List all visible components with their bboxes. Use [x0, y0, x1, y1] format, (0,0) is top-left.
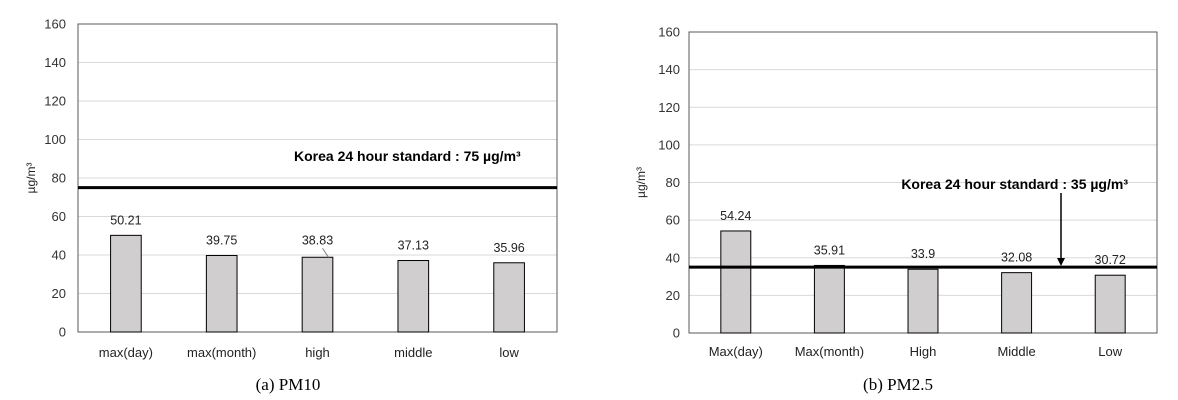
standard-reference-label: Korea 24 hour standard : 75 µg/m³ [294, 148, 521, 164]
y-tick-label: 60 [666, 213, 680, 228]
y-axis-label: µg/m³ [24, 163, 38, 194]
bar [1094, 274, 1126, 334]
data-label: 32.08 [1001, 251, 1032, 265]
y-tick-label: 40 [52, 248, 66, 263]
y-tick-label: 160 [658, 25, 680, 40]
x-category-label: max(month) [187, 345, 256, 360]
chart-pm25: 0 20 40 60 80 100 120 140 160 µg/m³ 54.24 Max(day) 3… [634, 25, 1158, 394]
x-category-label: Max(day) [709, 344, 763, 359]
y-tick-label: 100 [658, 137, 680, 152]
bar [907, 268, 939, 334]
y-tick-label: 80 [666, 175, 680, 190]
bar [397, 260, 430, 333]
data-label: 33.9 [911, 247, 935, 261]
y-tick-label: 0 [59, 325, 66, 340]
data-label: 35.96 [493, 241, 524, 255]
data-label-leader [322, 247, 329, 258]
y-tick-label: 100 [44, 132, 66, 147]
bar [493, 262, 525, 333]
x-category-label: High [910, 344, 937, 359]
chart-pm10: 0 20 40 60 80 100 120 140 160 µg/m³ 50.21 max(day) 3… [24, 17, 558, 394]
y-tick-label: 120 [658, 100, 680, 115]
bar [110, 234, 142, 333]
y-axis-label: µg/m³ [634, 167, 648, 198]
y-tick-label: 120 [44, 94, 66, 109]
y-tick-label: 20 [666, 288, 680, 303]
y-tick-label: 0 [673, 326, 680, 341]
y-tick-label: 60 [52, 209, 66, 224]
y-tick-label: 160 [44, 17, 66, 32]
chart-caption: (b) PM2.5 [863, 375, 933, 394]
arrow-head-icon [1057, 258, 1065, 266]
x-category-label: Middle [997, 344, 1035, 359]
bar [301, 256, 334, 333]
bar [205, 254, 238, 333]
bar [1001, 272, 1033, 334]
data-label: 54.24 [720, 209, 751, 223]
y-tick-label: 140 [658, 62, 680, 77]
x-category-label: middle [394, 345, 432, 360]
x-category-label: low [499, 345, 519, 360]
chart-caption: (a) PM10 [256, 375, 321, 394]
x-category-label: high [305, 345, 330, 360]
data-label: 37.13 [398, 239, 429, 253]
x-category-label: Low [1098, 344, 1122, 359]
x-category-label: max(day) [99, 345, 153, 360]
data-label: 39.75 [206, 233, 237, 247]
bar [720, 230, 752, 334]
data-label: 38.83 [302, 233, 333, 247]
bar [813, 264, 845, 334]
standard-reference-label: Korea 24 hour standard : 35 µg/m³ [901, 176, 1128, 192]
data-label: 50.21 [110, 213, 141, 227]
data-label: 35.91 [814, 243, 845, 257]
x-category-label: Max(month) [795, 344, 864, 359]
y-tick-label: 40 [666, 250, 680, 265]
y-tick-label: 80 [52, 171, 66, 186]
data-label: 30.72 [1095, 253, 1126, 267]
y-tick-label: 140 [44, 55, 66, 70]
y-tick-label: 20 [52, 286, 66, 301]
